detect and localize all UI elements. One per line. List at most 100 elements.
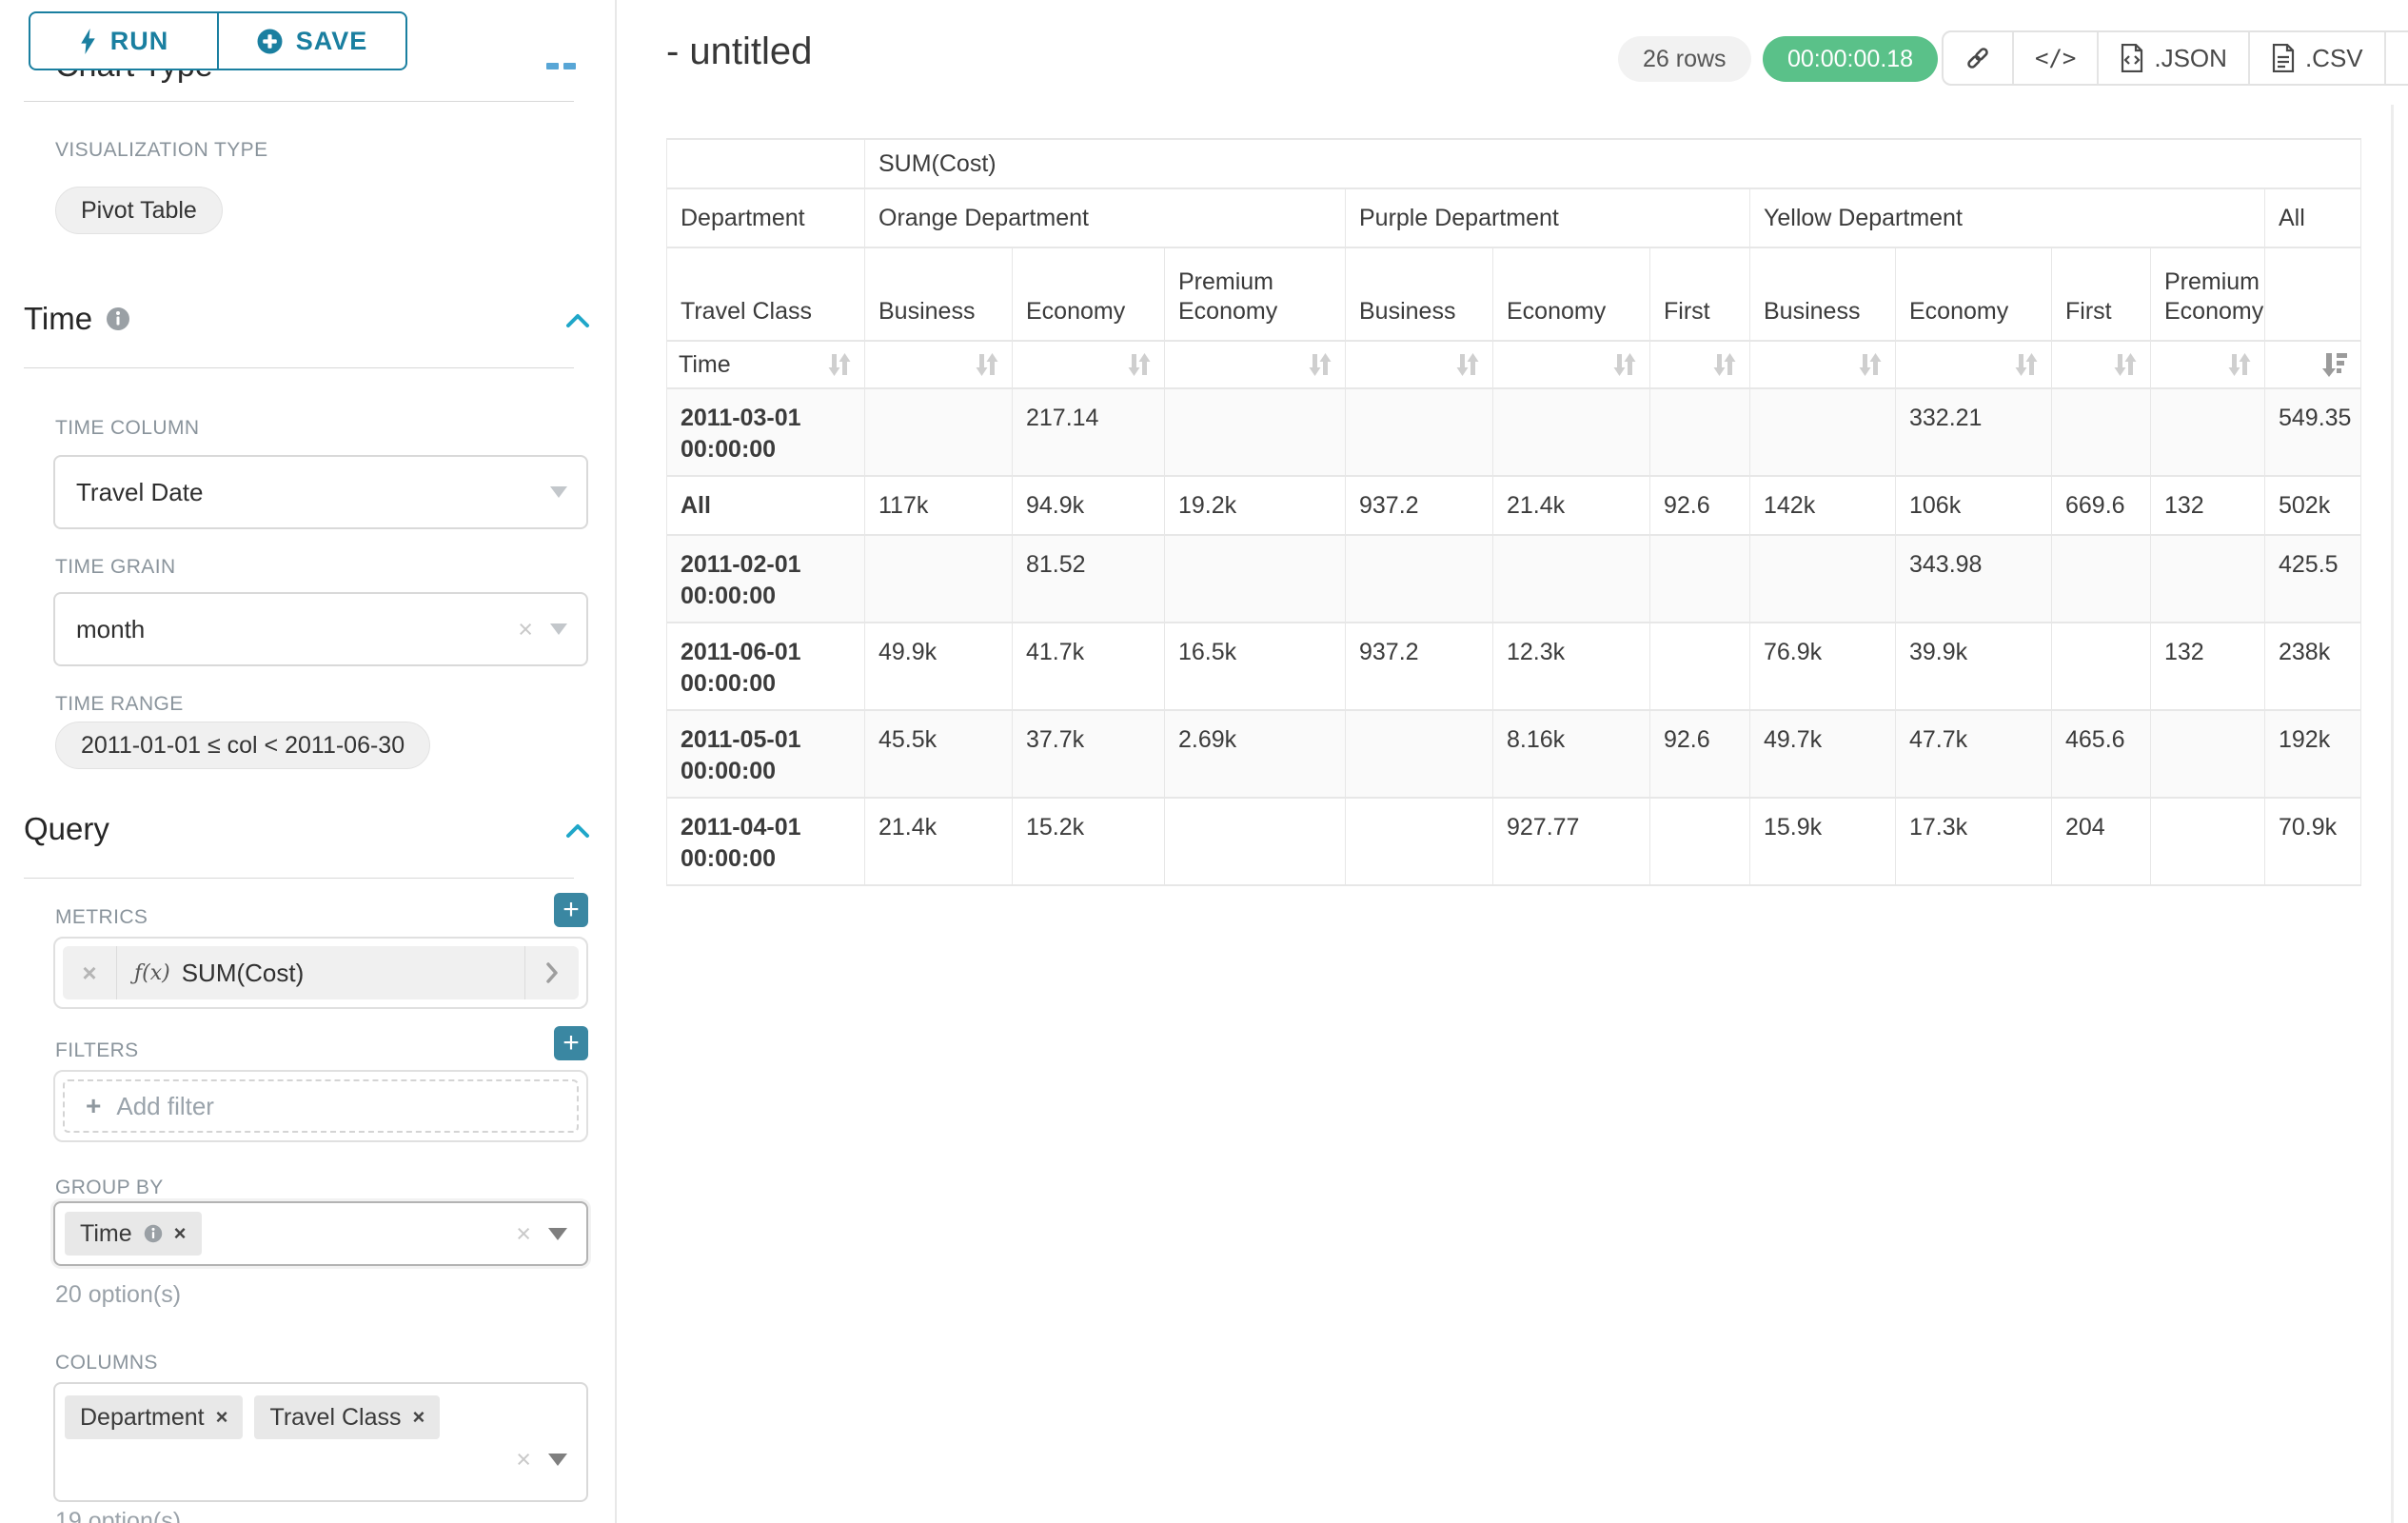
metric-header-row: SUM(Cost) (666, 138, 2362, 189)
pivot-value-cell (2150, 797, 2265, 886)
group-header-all: All (2263, 188, 2362, 248)
more-options-button[interactable] (2383, 32, 2408, 84)
run-button[interactable]: RUN (30, 13, 217, 69)
sort-icon[interactable] (1609, 350, 1638, 379)
sort-icon[interactable] (1452, 350, 1481, 379)
sort-icon[interactable] (1855, 350, 1884, 379)
pivot-value-cell: 81.52 (1012, 534, 1165, 623)
time-grain-value: month (76, 614, 146, 643)
add-filter-label: Add filter (116, 1091, 214, 1120)
sort-icon[interactable] (1305, 350, 1333, 379)
pivot-value-cell: 94.9k (1012, 475, 1165, 536)
collapse-chevron-icon[interactable] (565, 312, 590, 329)
metric-pill[interactable]: × ƒ(x) SUM(Cost) (63, 946, 579, 999)
remove-tag-icon[interactable]: × (412, 1405, 425, 1429)
export-json-button[interactable]: .JSON (2097, 32, 2248, 84)
pivot-value-cell: 502k (2263, 475, 2362, 536)
query-duration-badge: 00:00:00.18 (1763, 36, 1939, 82)
pivot-value-cell: 45.5k (864, 709, 1013, 799)
sort-cell (1345, 340, 1493, 389)
chevron-down-icon[interactable] (550, 486, 567, 498)
remove-tag-icon[interactable]: × (173, 1221, 187, 1245)
bolt-icon (79, 29, 97, 54)
add-filter-plus-button[interactable]: + (554, 1026, 588, 1060)
sort-icon[interactable] (824, 350, 853, 379)
sort-icon[interactable] (1709, 350, 1738, 379)
chart-title[interactable]: - untitled (666, 30, 813, 72)
filters-box: + Add filter (53, 1070, 588, 1142)
time-column-value: Travel Date (76, 477, 204, 506)
table-row: 2011-06-01 00:00:00 49.9k 41.7k 16.5k 937.2 1… (666, 622, 2362, 711)
code-icon: </> (2035, 45, 2077, 71)
pivot-value-cell (864, 534, 1013, 623)
chevron-down-icon[interactable] (550, 623, 567, 635)
sort-icon[interactable] (2224, 350, 2253, 379)
sort-icon[interactable] (2011, 350, 2040, 379)
pivot-value-cell: 70.9k (2263, 797, 2362, 886)
chevron-down-icon[interactable] (548, 1227, 567, 1240)
group-by-select[interactable]: Time × × (53, 1201, 588, 1266)
collapse-chevron-icon[interactable] (565, 822, 590, 840)
plus-icon: + (563, 1027, 580, 1058)
function-icon: ƒ(x) (134, 960, 170, 985)
subgroup-header: Business (864, 247, 1013, 342)
col-dim-label: Travel Class (666, 247, 865, 342)
save-button[interactable]: SAVE (217, 13, 405, 69)
pivot-value-cell: 927.77 (1492, 797, 1650, 886)
pivot-value-cell: 92.6 (1649, 475, 1750, 536)
plus-circle-icon (257, 29, 283, 54)
pivot-value-cell: 106k (1895, 475, 2052, 536)
run-save-button-group: RUN SAVE (29, 11, 407, 70)
sort-icon[interactable] (972, 350, 1000, 379)
pivot-value-cell: 549.35 (2263, 387, 2362, 477)
plus-icon: + (563, 894, 580, 925)
expand-metric-button[interactable] (524, 946, 579, 999)
columns-select[interactable]: Department × Travel Class × × (53, 1382, 588, 1502)
row-header-cell: All (666, 475, 865, 536)
pivot-value-cell (2051, 387, 2151, 477)
plus-icon: + (86, 1091, 102, 1120)
sort-row: Time (666, 340, 2362, 389)
pivot-value-cell: 217.14 (1012, 387, 1165, 477)
section-divider (24, 101, 574, 102)
pivot-table-container: SUM(Cost) Department Orange Department P… (666, 138, 2362, 886)
metric-body[interactable]: ƒ(x) SUM(Cost) (117, 959, 524, 988)
add-filter-button[interactable]: + Add filter (63, 1079, 579, 1133)
pivot-value-cell: 332.21 (1895, 387, 2052, 477)
add-metric-button[interactable]: + (554, 893, 588, 927)
pivot-value-cell: 39.9k (1895, 622, 2052, 711)
sort-cell (1749, 340, 1896, 389)
sort-cell (2150, 340, 2265, 389)
time-grain-select[interactable]: month × (53, 592, 588, 666)
pivot-value-cell: 192k (2263, 709, 2362, 799)
row-header-cell: 2011-03-01 00:00:00 (666, 387, 865, 477)
pivot-value-cell: 132 (2150, 475, 2265, 536)
pivot-value-cell: 19.2k (1164, 475, 1346, 536)
clipped-info-icon[interactable] (563, 63, 576, 69)
embed-code-button[interactable]: </> (2012, 32, 2097, 84)
subgroup-header: Economy (1895, 247, 2052, 342)
sort-icon[interactable] (1124, 350, 1153, 379)
remove-tag-icon[interactable]: × (215, 1405, 228, 1429)
time-range-pill[interactable]: 2011-01-01 ≤ col < 2011-06-30 (55, 722, 431, 769)
panel-edge-line (2391, 105, 2394, 1523)
clear-icon[interactable]: × (516, 1218, 531, 1248)
clipped-edit-icon[interactable] (546, 63, 559, 69)
chevron-down-icon[interactable] (548, 1454, 567, 1466)
clear-icon[interactable]: × (516, 1445, 531, 1474)
table-row: 2011-04-01 00:00:00 21.4k 15.2k 927.77 15.9k… (666, 797, 2362, 886)
sort-icon[interactable] (2110, 350, 2139, 379)
pivot-value-cell: 142k (1749, 475, 1896, 536)
row-count-badge: 26 rows (1618, 36, 1751, 82)
section-divider (24, 878, 574, 879)
pivot-body: 2011-03-01 00:00:00 217.14 332.21 549.35 All… (666, 387, 2362, 886)
visualization-type-pill[interactable]: Pivot Table (55, 187, 223, 234)
share-link-button[interactable] (1944, 32, 2012, 84)
export-csv-button[interactable]: .CSV (2247, 32, 2384, 84)
time-column-select[interactable]: Travel Date (53, 455, 588, 529)
clear-icon[interactable]: × (518, 614, 533, 643)
remove-metric-icon[interactable]: × (63, 946, 117, 999)
pivot-value-cell: 343.98 (1895, 534, 2052, 623)
sort-desc-icon[interactable] (2320, 350, 2349, 379)
pivot-value-cell (1164, 387, 1346, 477)
